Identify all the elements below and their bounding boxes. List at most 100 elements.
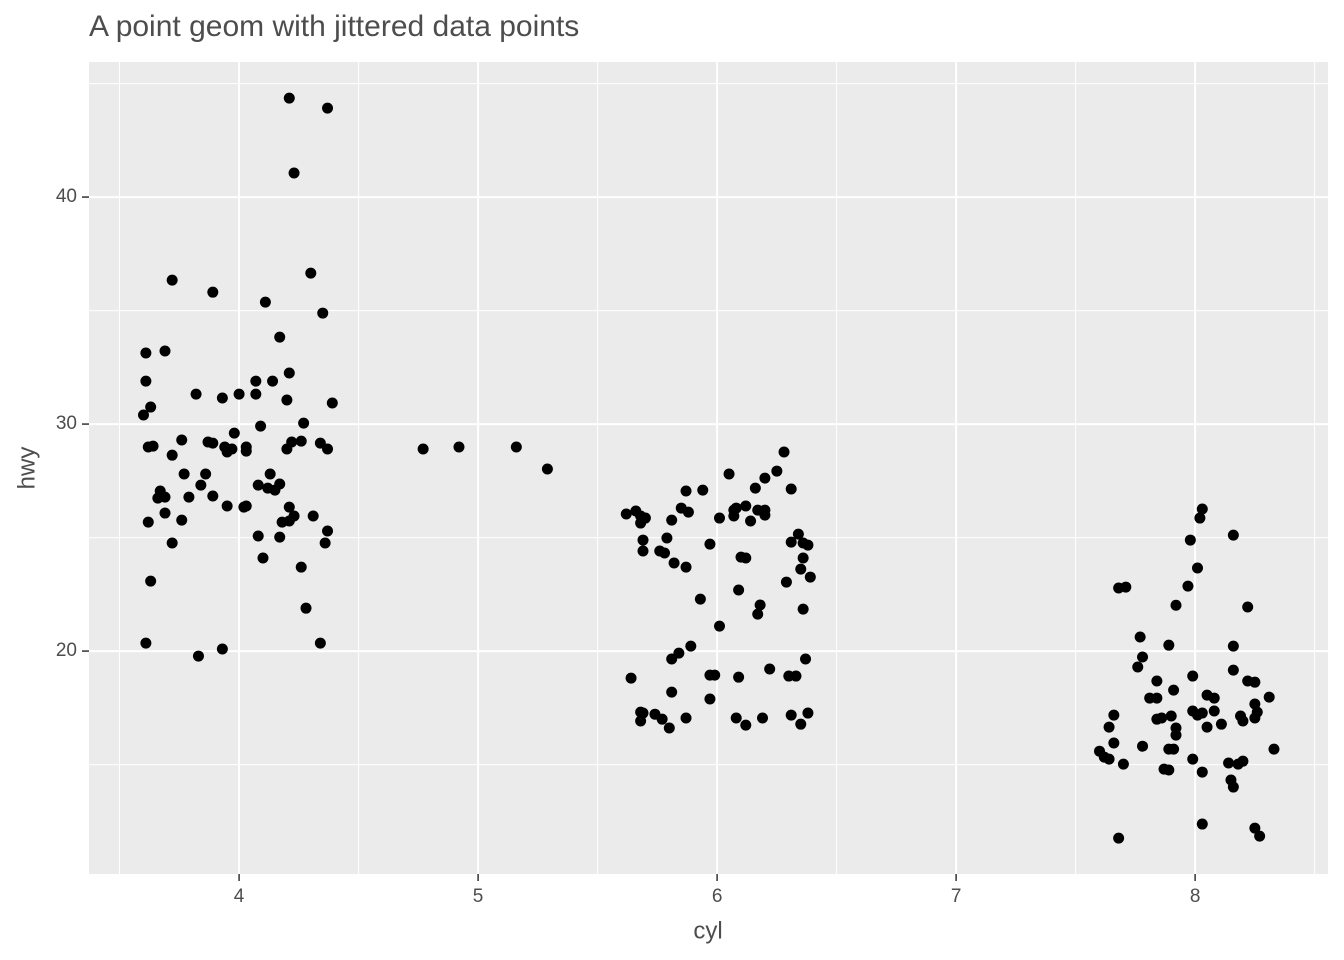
- point: [176, 434, 188, 446]
- point: [183, 491, 195, 503]
- point: [317, 307, 329, 319]
- point: [1249, 712, 1261, 724]
- point: [680, 561, 692, 573]
- point: [637, 534, 649, 546]
- point: [1249, 676, 1261, 688]
- point: [140, 375, 152, 387]
- point: [1137, 740, 1149, 752]
- grid: [89, 62, 1328, 874]
- point: [147, 440, 159, 452]
- point: [166, 449, 178, 461]
- point: [723, 468, 735, 480]
- chart-title: A point geom with jittered data points: [89, 10, 579, 43]
- point: [1208, 692, 1220, 704]
- x-tick-label: 8: [1190, 886, 1201, 907]
- point: [785, 536, 797, 548]
- point: [510, 441, 522, 453]
- point: [759, 509, 771, 521]
- point: [1120, 581, 1132, 593]
- point: [300, 602, 312, 614]
- point: [145, 575, 157, 587]
- point: [682, 506, 694, 518]
- point: [1134, 631, 1146, 643]
- point: [797, 603, 809, 615]
- point: [140, 347, 152, 359]
- point: [759, 472, 771, 484]
- point: [200, 468, 212, 480]
- point: [240, 500, 252, 512]
- y-axis-label: hwy: [13, 447, 40, 490]
- point: [668, 557, 680, 569]
- point: [137, 409, 149, 421]
- point: [1201, 721, 1213, 733]
- point: [259, 296, 271, 308]
- point: [283, 501, 295, 513]
- point: [166, 537, 178, 549]
- point: [1242, 601, 1254, 613]
- point: [704, 693, 716, 705]
- point: [713, 512, 725, 524]
- point: [637, 545, 649, 557]
- point: [298, 417, 310, 429]
- point: [1117, 758, 1129, 770]
- point: [1151, 675, 1163, 687]
- point: [713, 620, 725, 632]
- point: [800, 653, 812, 665]
- point: [216, 392, 228, 404]
- point: [1263, 691, 1275, 703]
- point: [778, 446, 790, 458]
- point: [666, 686, 678, 698]
- point: [145, 401, 157, 413]
- point: [780, 576, 792, 588]
- point: [159, 491, 171, 503]
- point: [635, 517, 647, 529]
- point: [322, 102, 334, 114]
- point: [1268, 743, 1280, 755]
- point: [281, 394, 293, 406]
- point: [176, 514, 188, 526]
- point: [159, 345, 171, 357]
- point: [195, 479, 207, 491]
- point: [659, 547, 671, 559]
- point: [274, 478, 286, 490]
- point: [240, 445, 252, 457]
- point: [1194, 512, 1206, 524]
- point: [305, 267, 317, 279]
- point: [267, 375, 279, 387]
- point: [226, 443, 238, 455]
- point: [1227, 781, 1239, 793]
- point: [1168, 684, 1180, 696]
- point: [1163, 639, 1175, 651]
- point: [730, 712, 742, 724]
- point: [1168, 743, 1180, 755]
- point: [190, 388, 202, 400]
- point: [749, 482, 761, 494]
- point: [257, 552, 269, 564]
- point: [620, 508, 632, 520]
- point: [255, 420, 267, 432]
- point: [795, 563, 807, 575]
- point: [666, 514, 678, 526]
- point: [771, 465, 783, 477]
- point: [250, 388, 262, 400]
- point: [797, 552, 809, 564]
- x-tick-label: 6: [712, 886, 723, 907]
- point: [1151, 713, 1163, 725]
- point: [1184, 534, 1196, 546]
- point: [281, 443, 293, 455]
- point: [192, 650, 204, 662]
- panel-background: [89, 62, 1328, 874]
- point: [1182, 580, 1194, 592]
- point: [663, 722, 675, 734]
- point: [1103, 753, 1115, 765]
- point: [221, 500, 233, 512]
- point: [728, 504, 740, 516]
- x-tick-label: 4: [234, 886, 245, 907]
- point: [1208, 705, 1220, 717]
- point: [1237, 715, 1249, 727]
- point: [142, 516, 154, 528]
- point: [1103, 721, 1115, 733]
- point: [697, 484, 709, 496]
- point: [1237, 755, 1249, 767]
